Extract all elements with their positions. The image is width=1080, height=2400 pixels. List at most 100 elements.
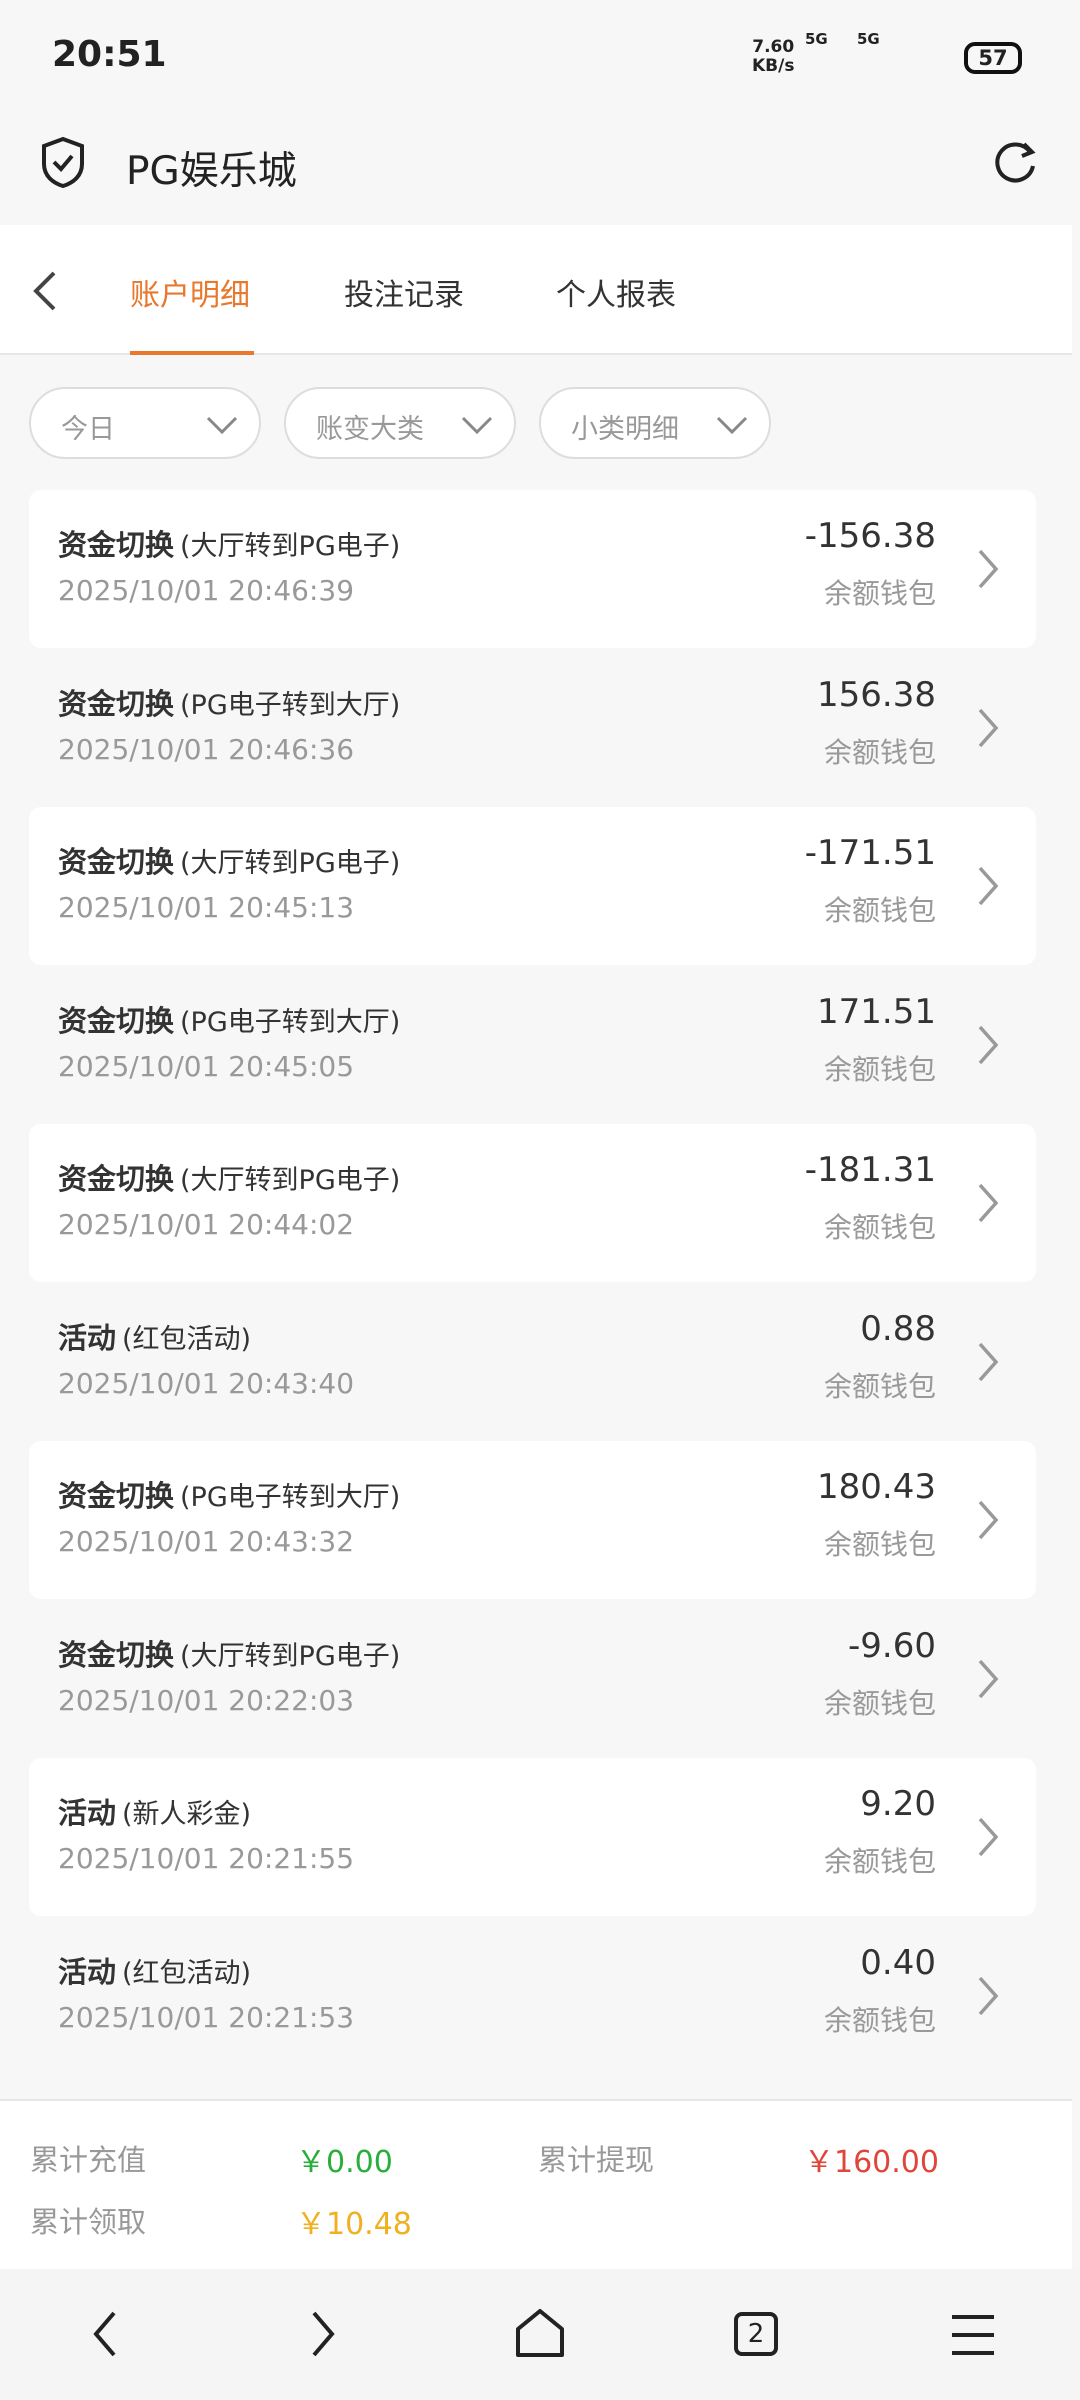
record-type: 活动 (58, 1320, 117, 1355)
summary: 累计充值 ￥0.00 累计提现 ￥160.00 累计领取 ￥10.48 (0, 2099, 1072, 2269)
record-detail: (大厅转到PG电子) (180, 848, 401, 879)
refresh-button[interactable] (990, 138, 1040, 188)
record-wallet: 余额钱包 (823, 1686, 936, 1720)
chevron (978, 549, 999, 589)
record-time: 2025/10/01 20:21:53 (58, 2000, 355, 2034)
record-detail: (PG电子转到大厅) (180, 689, 401, 721)
tab[interactable]: 个人报表 (556, 278, 676, 313)
record-title: 资金切换 (大厅转到PG电子) (58, 1632, 400, 1674)
record-time: 2025/10/01 20:45:05 (58, 1049, 355, 1083)
record-time: 2025/10/01 20:46:39 (58, 574, 355, 607)
record-type: 资金切换 (58, 1479, 175, 1513)
record-amount: 9.20 (860, 1784, 936, 1824)
tab-bar: 账户明细 投注记录 个人报表 (0, 225, 1072, 355)
chevron (978, 866, 999, 906)
record-amount: 156.38 (817, 674, 936, 715)
record-wallet: 余额钱包 (823, 735, 936, 769)
record-type: 资金切换 (58, 845, 175, 879)
app-title: PG娱乐城 (126, 149, 297, 194)
nav-forward[interactable] (308, 2309, 338, 2359)
record-row[interactable]: 资金切换 (PG电子转到大厅) 2025/10/01 20:46:36 156.38 余… (29, 649, 1036, 807)
record-type: 资金切换 (58, 528, 175, 562)
record-time: 2025/10/01 20:22:03 (58, 1683, 355, 1717)
record-detail: (新人彩金) (122, 1799, 252, 1830)
record-time: 2025/10/01 20:45:13 (58, 891, 355, 924)
record-title: 资金切换 (PG电子转到大厅) (58, 998, 400, 1040)
tab[interactable]: 投注记录 (344, 278, 464, 313)
nav-back[interactable] (90, 2309, 120, 2359)
record-row[interactable]: 活动 (红包活动) 2025/10/01 20:21:53 0.40 余额钱包 (29, 1917, 1036, 2075)
record-type: 资金切换 (58, 1162, 175, 1196)
record-wallet: 余额钱包 (823, 1528, 936, 1561)
signal: 5G (805, 30, 828, 48)
record-amount: 180.43 (817, 1467, 936, 1507)
record-type: 活动 (58, 1954, 117, 1989)
record-row[interactable]: 活动 (新人彩金) 2025/10/01 20:21:55 9.20 余额钱包 (29, 1758, 1036, 1916)
record-time: 2025/10/01 20:21:55 (58, 1842, 355, 1875)
record-detail: (大厅转到PG电子) (180, 1165, 401, 1196)
record-title: 活动 (红包活动) (58, 1315, 251, 1357)
record-row[interactable]: 资金切换 (PG电子转到大厅) 2025/10/01 20:43:32 180.43 余… (29, 1441, 1036, 1599)
record-detail: (红包活动) (122, 1957, 252, 1989)
dropdown-arrow (461, 416, 493, 435)
record-amount: -9.60 (848, 1625, 936, 1666)
record-row[interactable]: 资金切换 (PG电子转到大厅) 2025/10/01 20:45:05 171.51 余… (29, 966, 1036, 1124)
nav-home[interactable] (514, 2307, 566, 2359)
dropdown-arrow (716, 416, 748, 435)
filter-dropdown[interactable]: 账变大类 (284, 387, 516, 459)
record-wallet: 余额钱包 (823, 1845, 936, 1878)
summary-value: ￥160.00 (804, 2145, 939, 2180)
filter-dropdown[interactable]: 今日 (29, 387, 261, 459)
record-type: 资金切换 (58, 1003, 175, 1038)
status-time: 20:51 (52, 34, 167, 75)
record-amount: 0.88 (860, 1308, 936, 1349)
dropdown-arrow (206, 416, 238, 435)
net-speed: 7.60 KB/s (752, 38, 794, 76)
record-detail: (PG电子转到大厅) (180, 1482, 401, 1513)
record-wallet: 余额钱包 (823, 1052, 936, 1086)
record-detail: (PG电子转到大厅) (180, 1006, 401, 1038)
summary-label: 累计提现 (538, 2143, 655, 2177)
chevron (978, 1976, 999, 2015)
record-row[interactable]: 资金切换 (大厅转到PG电子) 2025/10/01 20:22:03 -9.60 余额… (29, 1600, 1036, 1758)
record-wallet: 余额钱包 (823, 2003, 936, 2037)
record-title: 资金切换 (大厅转到PG电子) (58, 839, 400, 881)
record-row[interactable]: 活动 (红包活动) 2025/10/01 20:43:40 0.88 余额钱包 (29, 1283, 1036, 1441)
record-row[interactable]: 资金切换 (大厅转到PG电子) 2025/10/01 20:46:39 -156.38… (29, 490, 1036, 648)
record-amount: 171.51 (817, 991, 936, 1032)
chevron (978, 1659, 999, 1698)
summary-value: ￥0.00 (296, 2145, 393, 2180)
top-area: 20:51 7.60 KB/s 5G 5G 57 PG娱乐城 (0, 0, 1080, 225)
speed: 7.60 (752, 37, 795, 57)
record-time: 2025/10/01 20:43:40 (58, 1366, 355, 1400)
nav-bar: 2 (0, 2269, 1080, 2400)
chevron (978, 1025, 999, 1064)
record-amount: -156.38 (804, 516, 936, 556)
chevron (978, 1342, 999, 1381)
chevron (978, 1183, 999, 1223)
chevron (978, 1817, 999, 1857)
record-type: 资金切换 (58, 686, 175, 721)
filter-dropdown[interactable]: 小类明细 (539, 387, 771, 459)
chevron (978, 708, 999, 747)
record-time: 2025/10/01 20:44:02 (58, 1208, 355, 1241)
back-button[interactable] (30, 269, 60, 313)
summary-label: 累计领取 (30, 2205, 147, 2239)
record-time: 2025/10/01 20:43:32 (58, 1525, 355, 1558)
record-time: 2025/10/01 20:46:36 (58, 732, 355, 766)
tab[interactable]: 账户明细 (130, 278, 250, 313)
record-wallet: 余额钱包 (823, 1369, 936, 1403)
chevron (978, 1500, 999, 1540)
record-row[interactable]: 资金切换 (大厅转到PG电子) 2025/10/01 20:44:02 -181.31… (29, 1124, 1036, 1282)
summary-label: 累计充值 (30, 2143, 147, 2177)
tab-indicator (130, 351, 254, 355)
nav-menu[interactable] (950, 2313, 996, 2357)
nav-tabs[interactable]: 2 (734, 2312, 778, 2356)
record-amount: -171.51 (804, 833, 936, 873)
signal: 5G (857, 30, 880, 48)
record-row[interactable]: 资金切换 (大厅转到PG电子) 2025/10/01 20:45:13 -171.51… (29, 807, 1036, 965)
battery: 57 (964, 42, 1022, 74)
shield-icon (42, 136, 84, 188)
record-detail: (大厅转到PG电子) (180, 531, 401, 562)
